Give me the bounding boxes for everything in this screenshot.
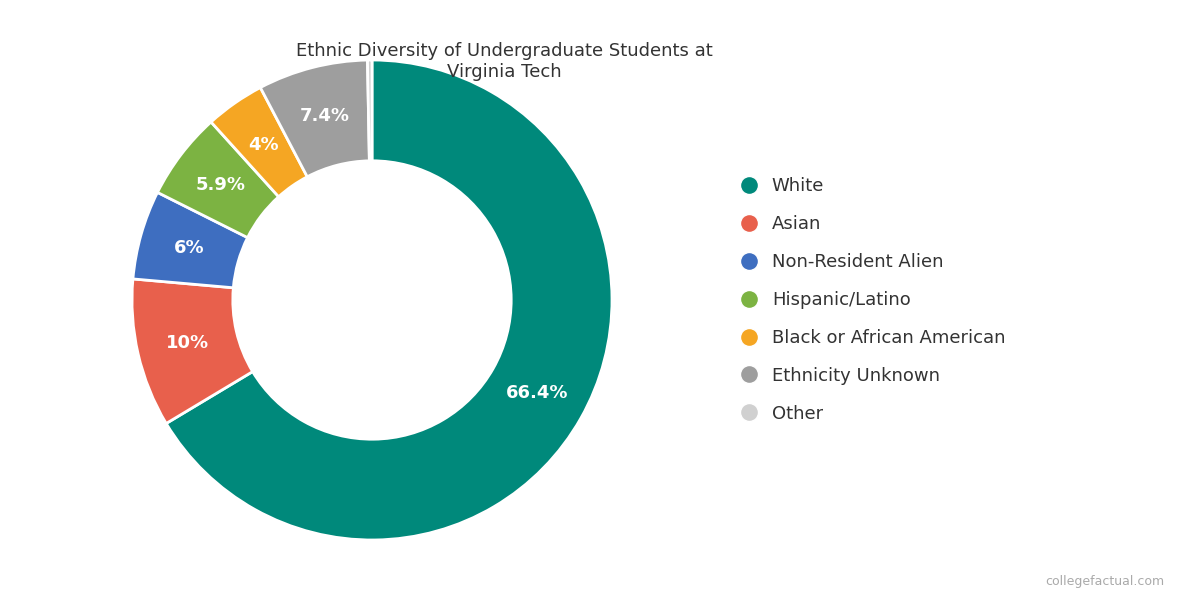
Text: 5.9%: 5.9% <box>196 176 246 194</box>
Text: 10%: 10% <box>166 334 209 352</box>
Wedge shape <box>132 279 253 424</box>
Text: 66.4%: 66.4% <box>505 385 569 403</box>
Wedge shape <box>260 60 370 177</box>
Wedge shape <box>157 122 278 238</box>
Text: 4%: 4% <box>248 136 278 154</box>
Text: 6%: 6% <box>174 239 205 257</box>
Legend: White, Asian, Non-Resident Alien, Hispanic/Latino, Black or African American, Et: White, Asian, Non-Resident Alien, Hispan… <box>731 163 1020 437</box>
Text: collegefactual.com: collegefactual.com <box>1045 575 1164 588</box>
Wedge shape <box>166 60 612 540</box>
Wedge shape <box>133 193 247 288</box>
Text: 7.4%: 7.4% <box>300 107 350 125</box>
Wedge shape <box>367 60 372 161</box>
Text: Ethnic Diversity of Undergraduate Students at
Virginia Tech: Ethnic Diversity of Undergraduate Studen… <box>295 42 713 81</box>
Wedge shape <box>211 88 307 197</box>
